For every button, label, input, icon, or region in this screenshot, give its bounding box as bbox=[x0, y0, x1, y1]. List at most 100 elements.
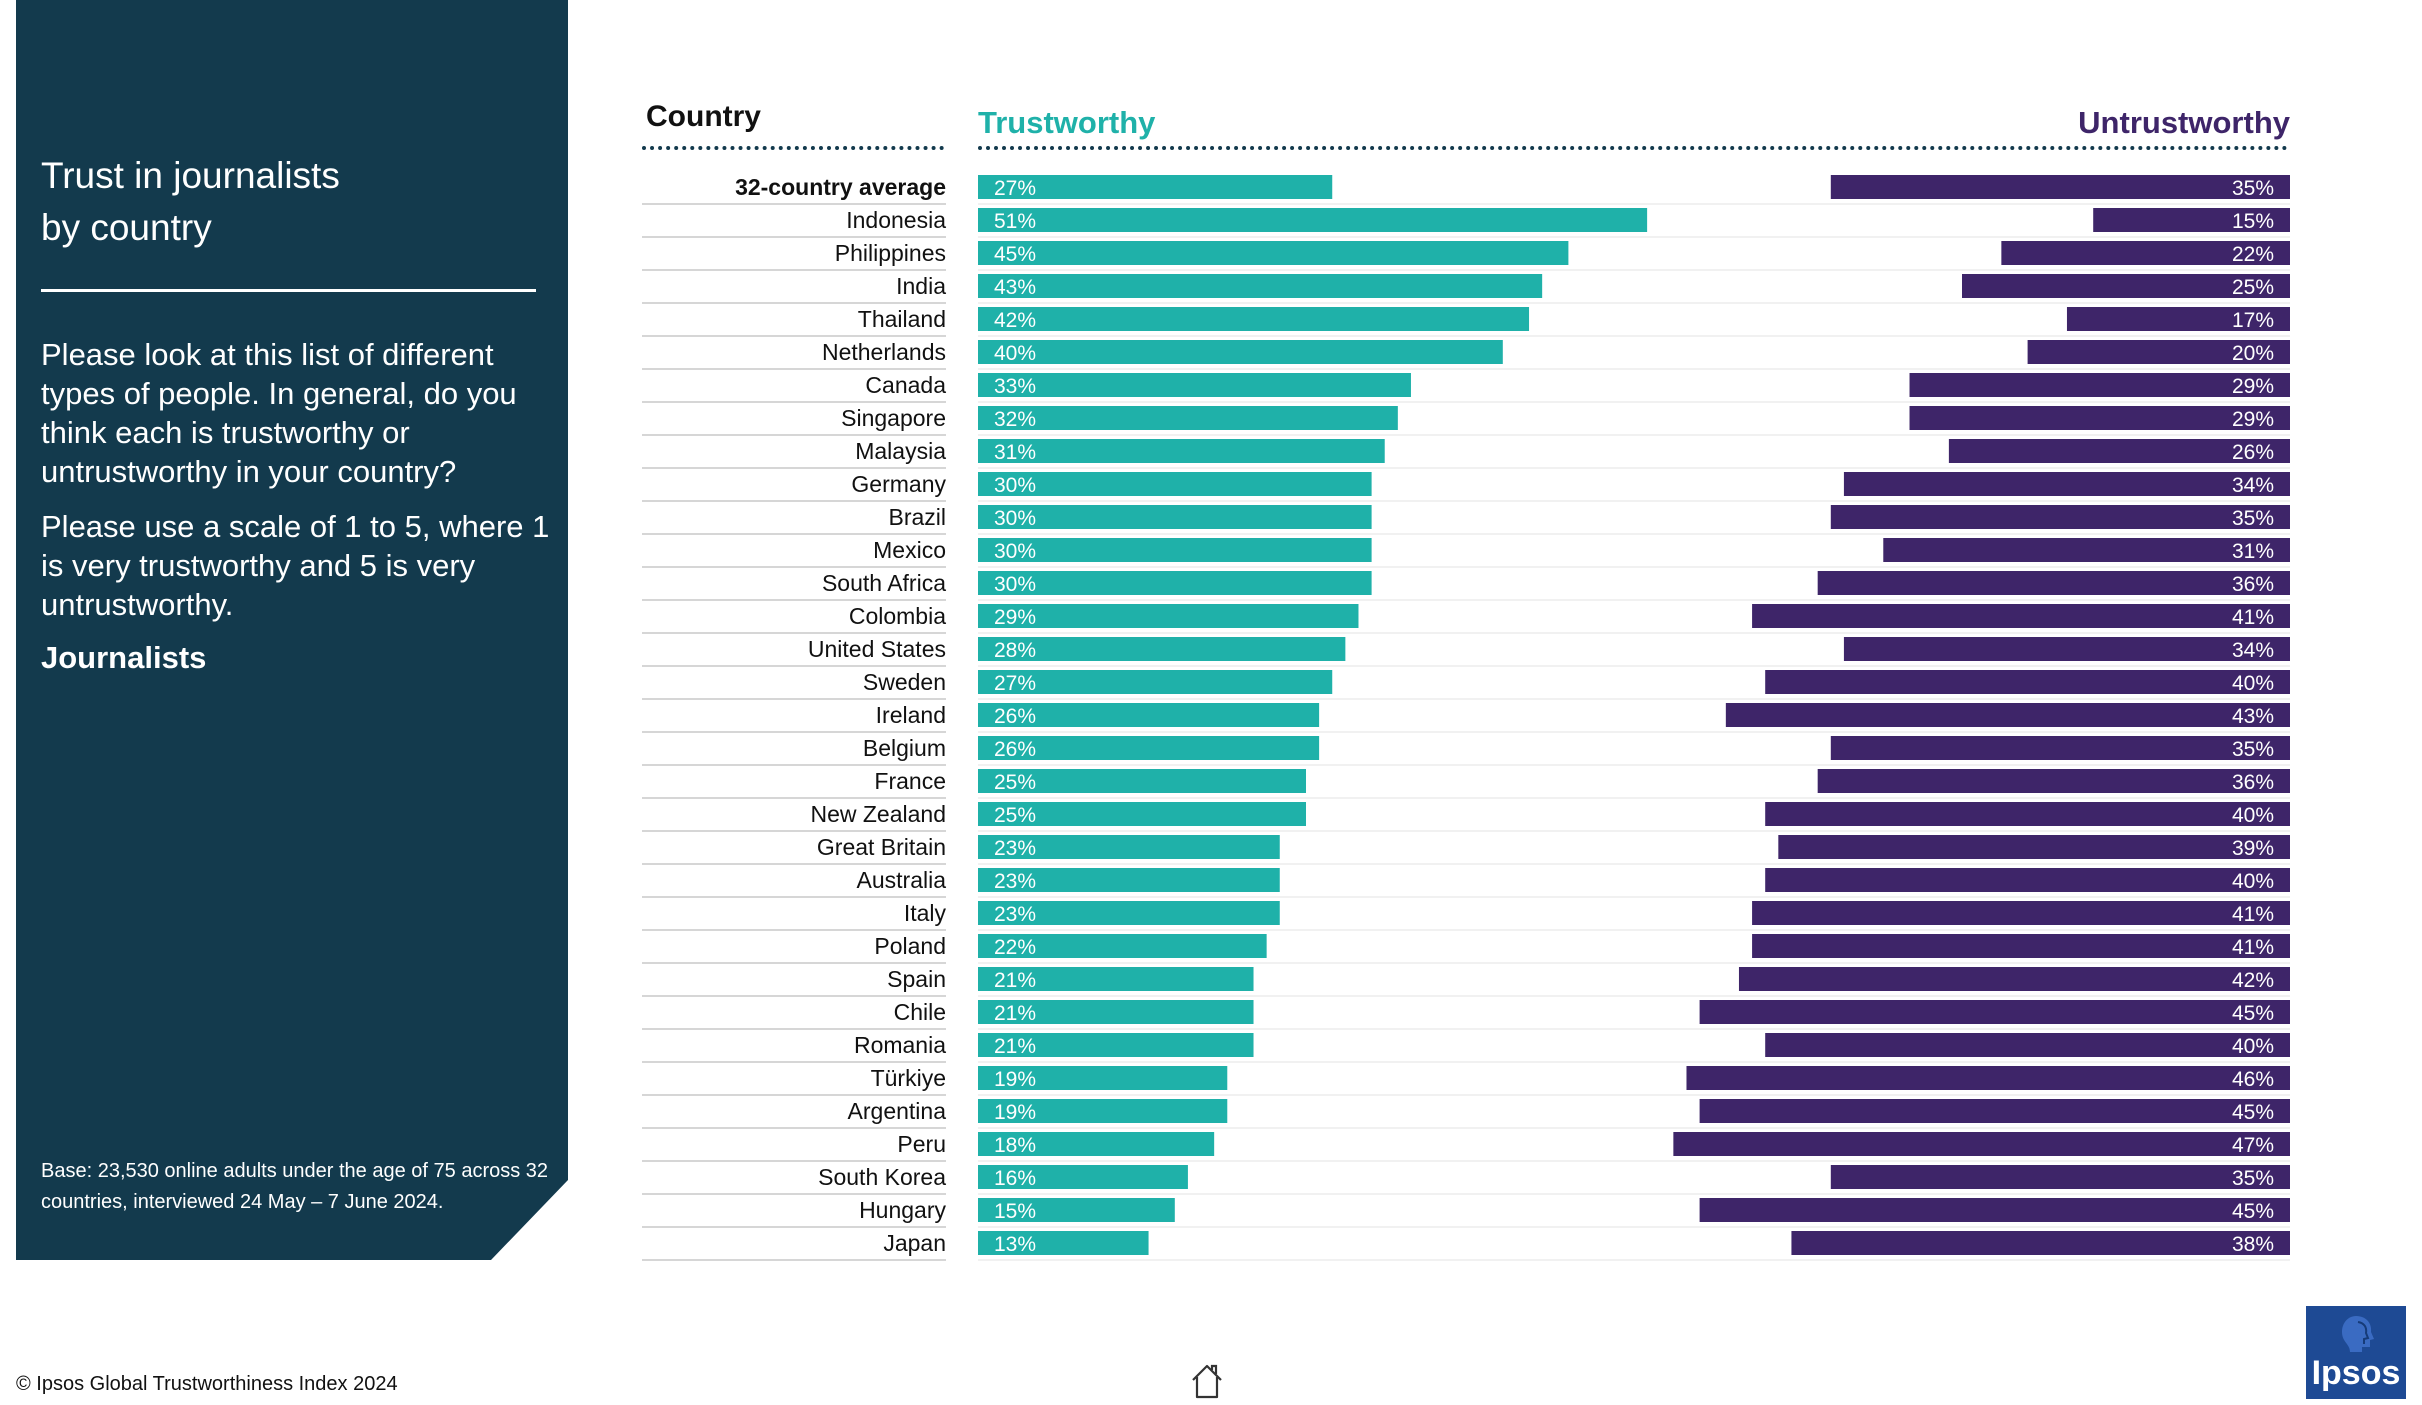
untrustworthy-value-label: 41% bbox=[2232, 903, 2274, 926]
trustworthy-value-label: 25% bbox=[994, 771, 1036, 794]
trustworthy-bar bbox=[978, 571, 1372, 595]
country-label: Thailand bbox=[858, 306, 946, 332]
trustworthy-bar bbox=[978, 1033, 1254, 1057]
trustworthy-value-label: 21% bbox=[994, 1035, 1036, 1058]
panel-title-line1: Trust in journalists bbox=[41, 155, 340, 196]
country-label: Great Britain bbox=[817, 834, 946, 860]
untrustworthy-value-label: 40% bbox=[2232, 1035, 2274, 1058]
home-icon[interactable] bbox=[1190, 1362, 1224, 1405]
untrustworthy-value-label: 41% bbox=[2232, 606, 2274, 629]
ipsos-logo-text: Ipsos bbox=[2311, 1354, 2401, 1392]
trustworthy-value-label: 42% bbox=[994, 309, 1036, 332]
trustworthy-bar bbox=[978, 1231, 1149, 1255]
trustworthy-bar bbox=[978, 439, 1385, 463]
country-label: Peru bbox=[897, 1131, 946, 1157]
country-label: United States bbox=[808, 636, 946, 662]
untrustworthy-value-label: 45% bbox=[2232, 1002, 2274, 1025]
untrustworthy-value-label: 40% bbox=[2232, 804, 2274, 827]
trustworthy-header: Trustworthy bbox=[978, 105, 1156, 140]
trustworthy-bar bbox=[978, 703, 1320, 727]
untrustworthy-value-label: 29% bbox=[2232, 408, 2274, 431]
trustworthy-value-label: 28% bbox=[994, 639, 1036, 662]
untrustworthy-bar bbox=[1791, 1231, 2290, 1255]
untrustworthy-bar bbox=[1765, 802, 2290, 826]
trustworthy-value-label: 21% bbox=[994, 1002, 1036, 1025]
untrustworthy-value-label: 29% bbox=[2232, 375, 2274, 398]
untrustworthy-bar bbox=[1686, 1066, 2290, 1090]
country-label: Argentina bbox=[848, 1098, 947, 1124]
trustworthy-value-label: 18% bbox=[994, 1134, 1036, 1157]
trustworthy-bar bbox=[978, 1198, 1175, 1222]
country-label: Netherlands bbox=[822, 339, 946, 365]
trustworthy-value-label: 23% bbox=[994, 837, 1036, 860]
country-label: 32-country average bbox=[735, 174, 946, 200]
country-label: South Korea bbox=[818, 1164, 946, 1190]
untrustworthy-value-label: 45% bbox=[2232, 1200, 2274, 1223]
untrustworthy-bar bbox=[2066, 307, 2290, 331]
trustworthy-value-label: 33% bbox=[994, 375, 1036, 398]
trustworthy-bar bbox=[978, 406, 1398, 430]
survey-question: Please look at this list of different ty… bbox=[41, 337, 517, 489]
untrustworthy-bar bbox=[1817, 571, 2290, 595]
trustworthy-bar bbox=[978, 637, 1346, 661]
untrustworthy-bar bbox=[1948, 439, 2290, 463]
country-label: Romania bbox=[854, 1032, 946, 1058]
trustworthy-bar bbox=[978, 175, 1333, 199]
untrustworthy-bar bbox=[1778, 835, 2290, 859]
chart-header-rule bbox=[978, 146, 2288, 150]
trustworthy-value-label: 30% bbox=[994, 540, 1036, 563]
trustworthy-value-label: 40% bbox=[994, 342, 1036, 365]
untrustworthy-bar bbox=[1752, 901, 2290, 925]
untrustworthy-bar bbox=[1673, 1132, 2290, 1156]
trustworthy-value-label: 22% bbox=[994, 936, 1036, 959]
untrustworthy-bar bbox=[2027, 340, 2290, 364]
trustworthy-bar bbox=[978, 505, 1372, 529]
trustworthy-bar bbox=[978, 1000, 1254, 1024]
untrustworthy-value-label: 36% bbox=[2232, 771, 2274, 794]
untrustworthy-bar bbox=[1883, 538, 2290, 562]
untrustworthy-value-label: 42% bbox=[2232, 969, 2274, 992]
untrustworthy-value-label: 40% bbox=[2232, 672, 2274, 695]
untrustworthy-value-label: 35% bbox=[2232, 738, 2274, 761]
untrustworthy-value-label: 47% bbox=[2232, 1134, 2274, 1157]
trustworthy-bar bbox=[978, 274, 1543, 298]
trustworthy-value-label: 29% bbox=[994, 606, 1036, 629]
country-label: Philippines bbox=[835, 240, 946, 266]
untrustworthy-bar bbox=[2001, 241, 2290, 265]
trustworthy-bar bbox=[978, 340, 1503, 364]
untrustworthy-bar bbox=[1738, 967, 2290, 991]
untrustworthy-header: Untrustworthy bbox=[2078, 105, 2290, 140]
trustworthy-value-label: 27% bbox=[994, 672, 1036, 695]
untrustworthy-bar bbox=[1843, 472, 2290, 496]
trustworthy-bar bbox=[978, 604, 1359, 628]
trustworthy-bar bbox=[978, 934, 1267, 958]
trustworthy-value-label: 23% bbox=[994, 903, 1036, 926]
untrustworthy-value-label: 38% bbox=[2232, 1233, 2274, 1256]
country-label: Türkiye bbox=[871, 1065, 946, 1091]
trustworthy-value-label: 43% bbox=[994, 276, 1036, 299]
copyright-footer: © Ipsos Global Trustworthiness Index 202… bbox=[16, 1373, 398, 1395]
panel-divider bbox=[41, 289, 536, 292]
untrustworthy-bar bbox=[1765, 670, 2290, 694]
untrustworthy-bar bbox=[1909, 406, 2290, 430]
untrustworthy-value-label: 20% bbox=[2232, 342, 2274, 365]
trustworthy-value-label: 19% bbox=[994, 1068, 1036, 1091]
untrustworthy-bar bbox=[1765, 1033, 2290, 1057]
country-label: Belgium bbox=[863, 735, 946, 761]
trustworthy-bar bbox=[978, 373, 1411, 397]
trustworthy-value-label: 30% bbox=[994, 507, 1036, 530]
untrustworthy-bar bbox=[1962, 274, 2290, 298]
untrustworthy-value-label: 31% bbox=[2232, 540, 2274, 563]
untrustworthy-value-label: 35% bbox=[2232, 507, 2274, 530]
untrustworthy-bar bbox=[1843, 637, 2290, 661]
country-label: France bbox=[874, 768, 946, 794]
untrustworthy-value-label: 41% bbox=[2232, 936, 2274, 959]
untrustworthy-bar bbox=[1699, 1099, 2290, 1123]
trustworthy-value-label: 19% bbox=[994, 1101, 1036, 1124]
trustworthy-value-label: 23% bbox=[994, 870, 1036, 893]
ipsos-head-icon bbox=[2342, 1316, 2374, 1352]
trustworthy-value-label: 31% bbox=[994, 441, 1036, 464]
untrustworthy-bar bbox=[1817, 769, 2290, 793]
trustworthy-bar bbox=[978, 307, 1530, 331]
